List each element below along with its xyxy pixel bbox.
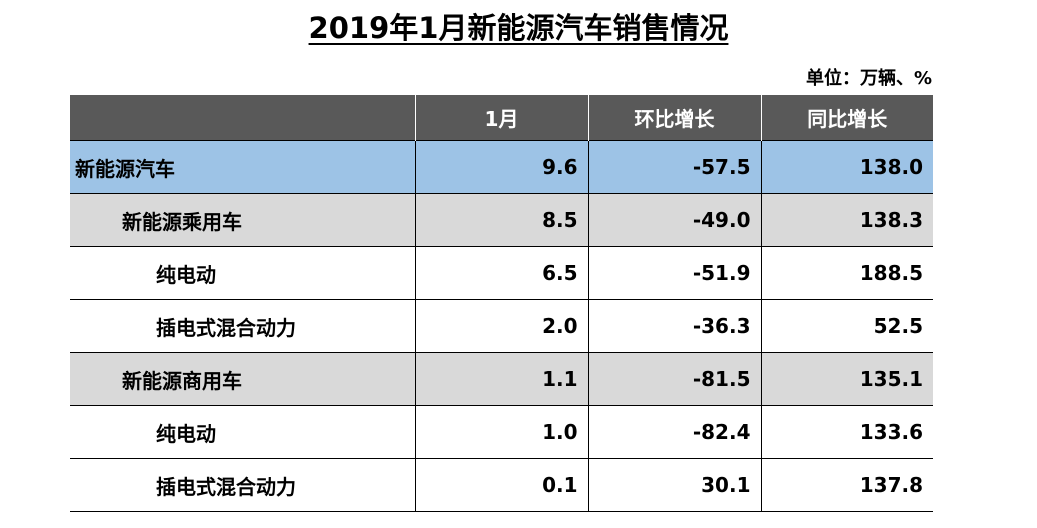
cell-yoy: 138.3	[760, 193, 933, 247]
cell-yoy: 138.0	[760, 140, 933, 194]
header-yoy-growth: 同比增长	[760, 95, 933, 141]
cell-january: 9.6	[414, 140, 588, 194]
cell-mom: -57.5	[587, 140, 761, 194]
cell-mom: -49.0	[587, 193, 761, 247]
header-january: 1月	[414, 95, 588, 141]
table-row: 新能源商用车 1.1 -81.5 135.1	[70, 352, 933, 406]
table-row: 新能源汽车 9.6 -57.5 138.0	[70, 140, 933, 194]
cell-january: 1.1	[414, 352, 588, 406]
cell-yoy: 135.1	[760, 352, 933, 406]
cell-yoy: 52.5	[760, 299, 933, 353]
row-label: 新能源汽车	[70, 140, 415, 194]
row-label: 纯电动	[70, 405, 415, 459]
cell-january: 1.0	[414, 405, 588, 459]
cell-yoy: 188.5	[760, 246, 933, 300]
header-row: 1月 环比增长 同比增长	[70, 95, 933, 141]
table-row: 纯电动 1.0 -82.4 133.6	[70, 405, 933, 459]
cell-january: 0.1	[414, 458, 588, 512]
row-label: 插电式混合动力	[70, 458, 415, 512]
cell-january: 8.5	[414, 193, 588, 247]
cell-yoy: 137.8	[760, 458, 933, 512]
cell-mom: -82.4	[587, 405, 761, 459]
table-row: 插电式混合动力 2.0 -36.3 52.5	[70, 299, 933, 353]
header-category	[70, 95, 415, 141]
row-label: 新能源乘用车	[70, 193, 415, 247]
page-title: 2019年1月新能源汽车销售情况	[308, 11, 729, 45]
table-row: 纯电动 6.5 -51.9 188.5	[70, 246, 933, 300]
row-label: 新能源商用车	[70, 352, 415, 406]
unit-label: 单位：万辆、%	[805, 68, 932, 89]
cell-mom: -81.5	[587, 352, 761, 406]
sales-table: 1月 环比增长 同比增长 新能源汽车 9.6 -57.5 138.0 新能源乘用…	[70, 95, 933, 512]
cell-mom: -36.3	[587, 299, 761, 353]
cell-january: 6.5	[414, 246, 588, 300]
table-row: 插电式混合动力 0.1 30.1 137.8	[70, 458, 933, 512]
row-label: 纯电动	[70, 246, 415, 300]
cell-mom: 30.1	[587, 458, 761, 512]
table-row: 新能源乘用车 8.5 -49.0 138.3	[70, 193, 933, 247]
cell-january: 2.0	[414, 299, 588, 353]
cell-yoy: 133.6	[760, 405, 933, 459]
cell-mom: -51.9	[587, 246, 761, 300]
header-mom-growth: 环比增长	[587, 95, 761, 141]
row-label: 插电式混合动力	[70, 299, 415, 353]
